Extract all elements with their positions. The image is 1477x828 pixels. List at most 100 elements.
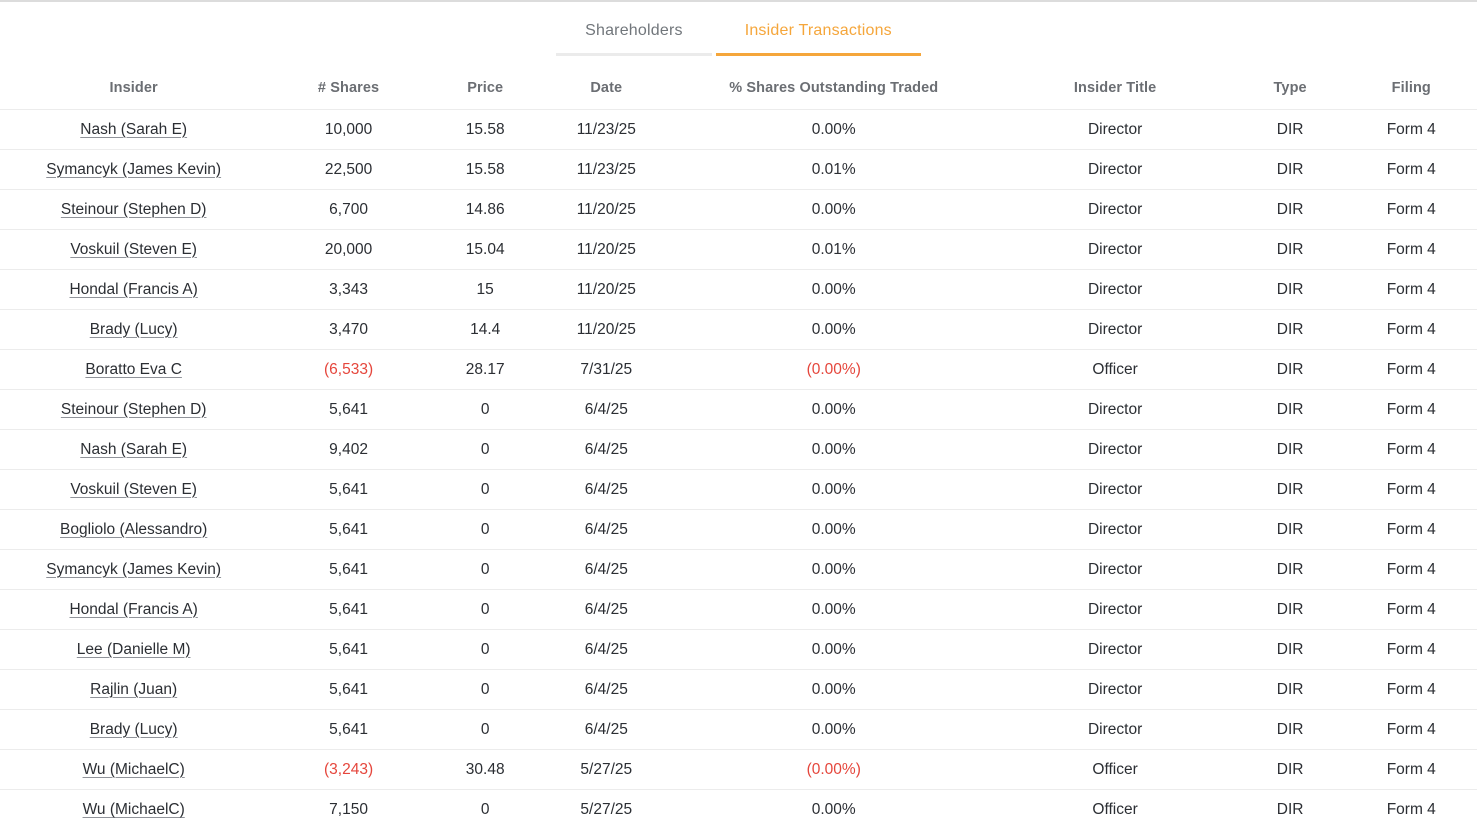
insider-link[interactable]: Hondal (Francis A) [69,600,198,618]
cell-pct: 0.00% [672,589,996,630]
cell-insider: Symancyk (James Kevin) [0,549,268,590]
cell-title: Director [995,229,1235,270]
column-header-filing: Filing [1391,80,1431,96]
cell-insider: Nash (Sarah E) [0,429,268,470]
tab-insider-transactions[interactable]: Insider Transactions [715,8,921,56]
column-header-pct: % Shares Outstanding Traded [729,80,939,96]
cell-date: 11/23/25 [540,109,672,150]
insider-link[interactable]: Lee (Danielle M) [76,640,191,658]
cell-date: 11/20/25 [540,309,672,350]
cell-insider: Steinour (Stephen D) [0,389,268,430]
cell-title: Director [995,149,1235,190]
cell-title: Director [995,189,1235,230]
cell-type: DIR [1234,589,1346,630]
cell-date: 11/20/25 [540,229,672,270]
insider-link[interactable]: Wu (MichaelC) [82,760,185,778]
column-header-shares: # Shares [317,80,380,96]
cell-title: Director [995,629,1235,670]
tab-shareholders[interactable]: Shareholders [556,8,712,56]
cell-title: Director [995,109,1235,150]
insider-link[interactable]: Boratto Eva C [85,360,182,378]
cell-price: 0 [429,469,541,510]
cell-pct: 0.00% [672,269,996,310]
insider-link[interactable]: Nash (Sarah E) [80,440,188,458]
cell-price: 30.48 [429,749,541,790]
cell-type: DIR [1234,709,1346,750]
cell-insider: Wu (MichaelC) [0,749,268,790]
cell-price: 0 [429,549,541,590]
cell-shares: 20,000 [267,229,430,270]
cell-pct: 0.00% [672,629,996,670]
cell-insider: Brady (Lucy) [0,709,268,750]
cell-filing: Form 4 [1345,509,1477,550]
cell-date: 6/4/25 [540,589,672,630]
cell-type: DIR [1234,549,1346,590]
cell-type: DIR [1234,789,1346,828]
cell-date: 6/4/25 [540,669,672,710]
table-row: Voskuil (Steven E) 5,641 0 6/4/25 0.00% Direc… [0,469,1477,510]
cell-title: Officer [995,749,1235,790]
cell-type: DIR [1234,669,1346,710]
cell-price: 28.17 [429,349,541,390]
cell-filing: Form 4 [1345,349,1477,390]
table-row: Wu (MichaelC) (3,243) 30.48 5/27/25 (0.00%) O… [0,749,1477,790]
cell-price: 0 [429,709,541,750]
cell-filing: Form 4 [1345,109,1477,150]
cell-title: Director [995,589,1235,630]
cell-filing: Form 4 [1345,189,1477,230]
table-row: Rajlin (Juan) 5,641 0 6/4/25 0.00% Director DI… [0,669,1477,710]
cell-shares: 3,343 [267,269,430,310]
cell-title: Director [995,709,1235,750]
cell-insider: Lee (Danielle M) [0,629,268,670]
cell-price: 0 [429,389,541,430]
cell-filing: Form 4 [1345,309,1477,350]
insider-link[interactable]: Nash (Sarah E) [80,120,188,138]
cell-insider: Steinour (Stephen D) [0,189,268,230]
cell-price: 0 [429,589,541,630]
cell-insider: Nash (Sarah E) [0,109,268,150]
insider-link[interactable]: Brady (Lucy) [89,320,178,338]
cell-date: 5/27/25 [540,749,672,790]
cell-price: 15.58 [429,149,541,190]
cell-type: DIR [1234,509,1346,550]
cell-price: 15 [429,269,541,310]
table-header-row: Insider # Shares Price Date % Shares Outstan… [0,56,1477,110]
cell-shares: 6,700 [267,189,430,230]
insider-link[interactable]: Rajlin (Juan) [90,680,178,698]
table-row: Lee (Danielle M) 5,641 0 6/4/25 0.00% Directo… [0,629,1477,670]
cell-filing: Form 4 [1345,629,1477,670]
insider-link[interactable]: Steinour (Stephen D) [60,200,207,218]
cell-date: 6/4/25 [540,429,672,470]
table-row: Hondal (Francis A) 5,641 0 6/4/25 0.00% Direc… [0,589,1477,630]
cell-title: Officer [995,349,1235,390]
insider-link[interactable]: Steinour (Stephen D) [60,400,207,418]
cell-shares: 5,641 [267,669,430,710]
insider-transactions-table: Insider # Shares Price Date % Shares Outstan… [0,56,1477,828]
cell-filing: Form 4 [1345,429,1477,470]
insider-link[interactable]: Brady (Lucy) [89,720,178,738]
insider-link[interactable]: Symancyk (James Kevin) [46,560,222,578]
cell-price: 15.58 [429,109,541,150]
cell-type: DIR [1234,109,1346,150]
insider-link[interactable]: Symancyk (James Kevin) [46,160,222,178]
insider-link[interactable]: Wu (MichaelC) [82,800,185,818]
cell-pct: 0.01% [672,149,996,190]
insider-link[interactable]: Bogliolo (Alessandro) [60,520,208,538]
cell-filing: Form 4 [1345,589,1477,630]
cell-date: 5/27/25 [540,789,672,828]
cell-date: 11/23/25 [540,149,672,190]
insider-link[interactable]: Voskuil (Steven E) [70,480,197,498]
cell-shares: (3,243) [267,749,430,790]
table-row: Voskuil (Steven E) 20,000 15.04 11/20/25 0.0… [0,229,1477,270]
cell-shares: 22,500 [267,149,430,190]
cell-pct: (0.00%) [672,349,996,390]
cell-shares: 5,641 [267,709,430,750]
cell-price: 0 [429,669,541,710]
cell-price: 0 [429,429,541,470]
insider-link[interactable]: Voskuil (Steven E) [70,240,197,258]
cell-insider: Boratto Eva C [0,349,268,390]
insider-link[interactable]: Hondal (Francis A) [69,280,198,298]
table-row: Symancyk (James Kevin) 5,641 0 6/4/25 0.00% D… [0,549,1477,590]
table-row: Boratto Eva C (6,533) 28.17 7/31/25 (0.00%) O… [0,349,1477,390]
